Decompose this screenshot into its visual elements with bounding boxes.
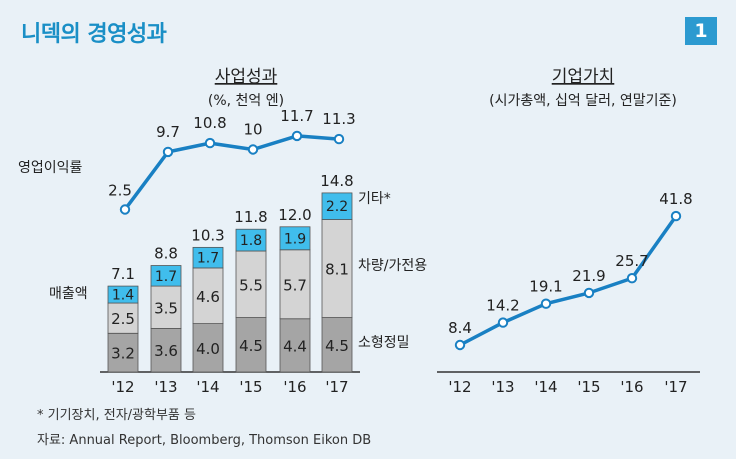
bar-segment-small-precision <box>279 318 311 373</box>
bar-segment-other <box>279 226 311 251</box>
bar-segment-small-precision <box>321 317 353 373</box>
bar-label-other: 1.9 <box>284 231 306 247</box>
business-chart-title: 사업성과 <box>215 67 278 87</box>
operating-margin-name: 영업이익률 <box>18 160 83 176</box>
source-note: 자료: Annual Report, Bloomberg, Thomson Ei… <box>37 433 372 448</box>
operating-margin-point <box>291 130 303 142</box>
bar-total-label: 10.3 <box>191 226 224 244</box>
enterprise-value-label: 41.8 <box>659 190 692 208</box>
bar-label-small-precision: 4.4 <box>283 337 307 355</box>
enterprise-x-tick-label: '14 <box>534 378 557 396</box>
bar-segment-vehicle-appliance <box>107 302 139 334</box>
bar-label-small-precision: 4.5 <box>239 337 263 355</box>
bar-segment-vehicle-appliance <box>150 285 182 329</box>
operating-margin-label: 11.7 <box>280 107 313 125</box>
operating-margin-point <box>119 204 131 215</box>
bar-total-label: 7.1 <box>111 265 135 283</box>
bar-label-vehicle-appliance: 3.5 <box>154 299 178 317</box>
operating-margin-point <box>204 137 216 149</box>
operating-margin-label: 10.8 <box>193 114 226 132</box>
bar-segment-small-precision <box>150 328 182 373</box>
bar-segment-other <box>107 285 139 304</box>
operating-margin-label: 11.3 <box>322 110 355 128</box>
legend-small-precision: 소형정밀 <box>358 335 410 351</box>
enterprise-value-point <box>454 339 466 351</box>
bar-label-small-precision: 3.2 <box>111 345 135 363</box>
bar-segment-other <box>192 246 224 269</box>
bar-segment-other <box>150 265 182 287</box>
figure-number-badge: 1 <box>685 17 717 45</box>
enterprise-value-label: 14.2 <box>486 297 519 315</box>
business-x-tick-label: '14 <box>196 378 219 396</box>
enterprise-value-label: 25.7 <box>615 252 648 270</box>
operating-margin-label: 9.7 <box>156 123 180 141</box>
bar-segment-vehicle-appliance <box>235 250 267 318</box>
bar-label-other: 1.7 <box>197 251 219 267</box>
bar-total-label: 14.8 <box>320 172 353 190</box>
bar-segment-other <box>321 192 353 220</box>
enterprise-value-label: 8.4 <box>448 319 472 337</box>
enterprise-x-tick-label: '15 <box>577 378 600 396</box>
bar-label-other: 1.7 <box>155 269 177 285</box>
enterprise-value-line <box>459 215 678 347</box>
bar-label-vehicle-appliance: 8.1 <box>325 261 349 279</box>
operating-margin-point <box>247 144 259 155</box>
bar-label-vehicle-appliance: 5.5 <box>239 276 263 294</box>
enterprise-value-label: 21.9 <box>572 267 605 285</box>
bar-label-small-precision: 4.5 <box>325 337 349 355</box>
business-chart-subtitle: (%, 천억 엔) <box>208 93 284 109</box>
enterprise-value-subtitle: (시가총액, 십억 달러, 연말기준) <box>489 93 677 109</box>
bar-label-vehicle-appliance: 5.7 <box>283 276 307 294</box>
business-x-tick-label: '15 <box>239 378 262 396</box>
operating-margin-label: 10 <box>243 121 262 139</box>
bar-label-small-precision: 4.0 <box>196 340 220 358</box>
enterprise-value-label: 19.1 <box>529 278 562 296</box>
legend-vehicle-appliance: 차량/가전용 <box>358 258 427 274</box>
operating-margin-point <box>162 146 174 158</box>
bar-total-label: 8.8 <box>154 245 178 263</box>
business-x-tick-label: '17 <box>325 378 348 396</box>
enterprise-x-tick-label: '17 <box>664 378 687 396</box>
bar-segment-other <box>235 228 267 252</box>
operating-margin-label: 2.5 <box>108 182 132 200</box>
enterprise-value-point <box>540 298 552 309</box>
bar-label-vehicle-appliance: 2.5 <box>111 310 135 328</box>
bar-label-other: 1.4 <box>112 288 134 304</box>
enterprise-x-tick-label: '16 <box>620 378 643 396</box>
business-x-tick-label: '13 <box>154 378 177 396</box>
bar-label-other: 2.2 <box>326 199 348 215</box>
revenue-label: 매출액 <box>49 286 88 302</box>
page-title: 니덱의 경영성과 <box>21 22 167 47</box>
footnote: * 기기장치, 전자/광학부품 등 <box>37 408 196 423</box>
legend-other: 기타* <box>358 191 391 207</box>
business-x-tick-label: '16 <box>283 378 306 396</box>
enterprise-x-tick-label: '12 <box>448 378 471 396</box>
bar-segment-vehicle-appliance <box>279 249 311 320</box>
enterprise-value-point <box>670 210 682 222</box>
bar-total-label: 12.0 <box>278 206 311 224</box>
operating-margin-line <box>123 134 340 211</box>
bar-segment-small-precision <box>235 317 267 373</box>
bar-label-vehicle-appliance: 4.6 <box>196 288 220 306</box>
business-x-tick-label: '12 <box>111 378 134 396</box>
enterprise-value-point <box>626 273 638 284</box>
enterprise-value-point <box>497 317 509 328</box>
bar-segment-vehicle-appliance <box>192 267 224 325</box>
bar-total-label: 11.8 <box>234 208 267 226</box>
enterprise-value-point <box>583 287 595 299</box>
bar-segment-vehicle-appliance <box>321 219 353 318</box>
bar-label-other: 1.8 <box>240 233 262 249</box>
bar-label-small-precision: 3.6 <box>154 342 178 360</box>
bar-segment-small-precision <box>192 323 224 373</box>
enterprise-value-title: 기업가치 <box>552 67 615 87</box>
operating-margin-point <box>333 133 345 145</box>
enterprise-x-tick-label: '13 <box>491 378 514 396</box>
